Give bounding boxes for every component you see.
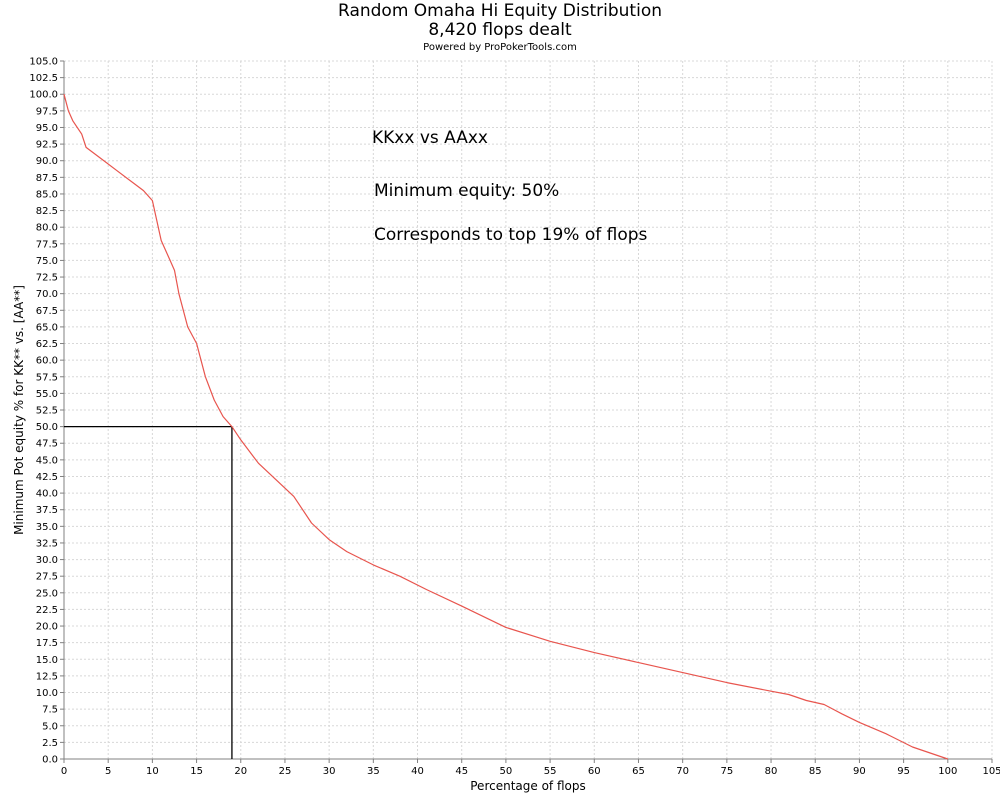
x-tick-label: 105 bbox=[982, 766, 1000, 777]
x-tick-label: 0 bbox=[61, 766, 67, 777]
x-tick-label: 90 bbox=[853, 766, 866, 777]
y-tick-label: 12.5 bbox=[36, 671, 58, 682]
y-tick-label: 7.5 bbox=[42, 705, 58, 716]
y-tick-label: 40.0 bbox=[36, 489, 58, 500]
x-tick-label: 60 bbox=[588, 766, 601, 777]
y-tick-label: 62.5 bbox=[36, 339, 58, 350]
x-tick-label: 30 bbox=[323, 766, 336, 777]
y-tick-label: 65.0 bbox=[36, 322, 58, 333]
x-tick-label: 85 bbox=[809, 766, 822, 777]
y-tick-label: 60.0 bbox=[36, 356, 58, 367]
x-tick-label: 55 bbox=[544, 766, 557, 777]
x-tick-label: 45 bbox=[455, 766, 468, 777]
x-tick-label: 25 bbox=[279, 766, 292, 777]
y-tick-label: 27.5 bbox=[36, 572, 58, 583]
y-tick-label: 72.5 bbox=[36, 273, 58, 284]
x-tick-label: 35 bbox=[367, 766, 380, 777]
y-tick-label: 37.5 bbox=[36, 505, 58, 516]
x-axis-label: Percentage of flops bbox=[470, 779, 585, 793]
y-tick-label: 100.0 bbox=[29, 90, 58, 101]
y-tick-label: 97.5 bbox=[36, 106, 58, 117]
y-tick-label: 5.0 bbox=[42, 721, 58, 732]
y-tick-label: 25.0 bbox=[36, 588, 58, 599]
x-tick-label: 50 bbox=[500, 766, 513, 777]
x-tick-label: 20 bbox=[234, 766, 247, 777]
x-tick-label: 100 bbox=[938, 766, 957, 777]
y-tick-label: 32.5 bbox=[36, 538, 58, 549]
y-tick-label: 2.5 bbox=[42, 738, 58, 749]
y-tick-label: 87.5 bbox=[36, 173, 58, 184]
y-tick-label: 50.0 bbox=[36, 422, 58, 433]
y-tick-label: 30.0 bbox=[36, 555, 58, 566]
y-axis-ticks: 0.0 2.5 5.0 7.5 10.0 12.5 15.0 17.5 20.0 22.5 25.0… bbox=[29, 57, 64, 766]
y-tick-label: 42.5 bbox=[36, 472, 58, 483]
x-tick-label: 95 bbox=[897, 766, 910, 777]
y-tick-label: 90.0 bbox=[36, 156, 58, 167]
x-tick-label: 10 bbox=[146, 766, 159, 777]
x-tick-label: 40 bbox=[411, 766, 424, 777]
y-tick-label: 82.5 bbox=[36, 206, 58, 217]
y-tick-label: 0.0 bbox=[42, 755, 58, 766]
y-axis-label: Minimum Pot equity % for KK** vs. [AA**] bbox=[12, 285, 26, 535]
y-tick-label: 85.0 bbox=[36, 189, 58, 200]
grid-lines bbox=[64, 61, 992, 759]
y-tick-label: 70.0 bbox=[36, 289, 58, 300]
y-tick-label: 102.5 bbox=[29, 73, 58, 84]
annotation-top-flops: Corresponds to top 19% of flops bbox=[374, 225, 648, 245]
y-tick-label: 55.0 bbox=[36, 389, 58, 400]
annotation-matchup: KKxx vs AAxx bbox=[372, 128, 488, 148]
y-tick-label: 95.0 bbox=[36, 123, 58, 134]
x-tick-label: 15 bbox=[190, 766, 203, 777]
annotation-min-equity: Minimum equity: 50% bbox=[374, 181, 559, 201]
y-tick-label: 35.0 bbox=[36, 522, 58, 533]
x-tick-label: 65 bbox=[632, 766, 645, 777]
y-tick-label: 15.0 bbox=[36, 655, 58, 666]
y-tick-label: 80.0 bbox=[36, 223, 58, 234]
y-tick-label: 57.5 bbox=[36, 372, 58, 383]
y-tick-label: 105.0 bbox=[29, 57, 58, 68]
x-axis-ticks: 0 5 10 15 20 25 30 35 40 45 50 55 60 65 70 75 80 85 90 95 10… bbox=[61, 759, 1000, 777]
y-tick-label: 17.5 bbox=[36, 638, 58, 649]
x-tick-label: 80 bbox=[765, 766, 778, 777]
y-tick-label: 22.5 bbox=[36, 605, 58, 616]
x-tick-label: 5 bbox=[105, 766, 111, 777]
x-tick-label: 75 bbox=[720, 766, 733, 777]
y-tick-label: 67.5 bbox=[36, 306, 58, 317]
y-tick-label: 52.5 bbox=[36, 406, 58, 417]
y-tick-label: 92.5 bbox=[36, 140, 58, 151]
y-tick-label: 77.5 bbox=[36, 239, 58, 250]
y-tick-label: 75.0 bbox=[36, 256, 58, 267]
y-tick-label: 47.5 bbox=[36, 439, 58, 450]
y-tick-label: 45.0 bbox=[36, 455, 58, 466]
y-tick-label: 10.0 bbox=[36, 688, 58, 699]
y-tick-label: 20.0 bbox=[36, 622, 58, 633]
x-tick-label: 70 bbox=[676, 766, 689, 777]
